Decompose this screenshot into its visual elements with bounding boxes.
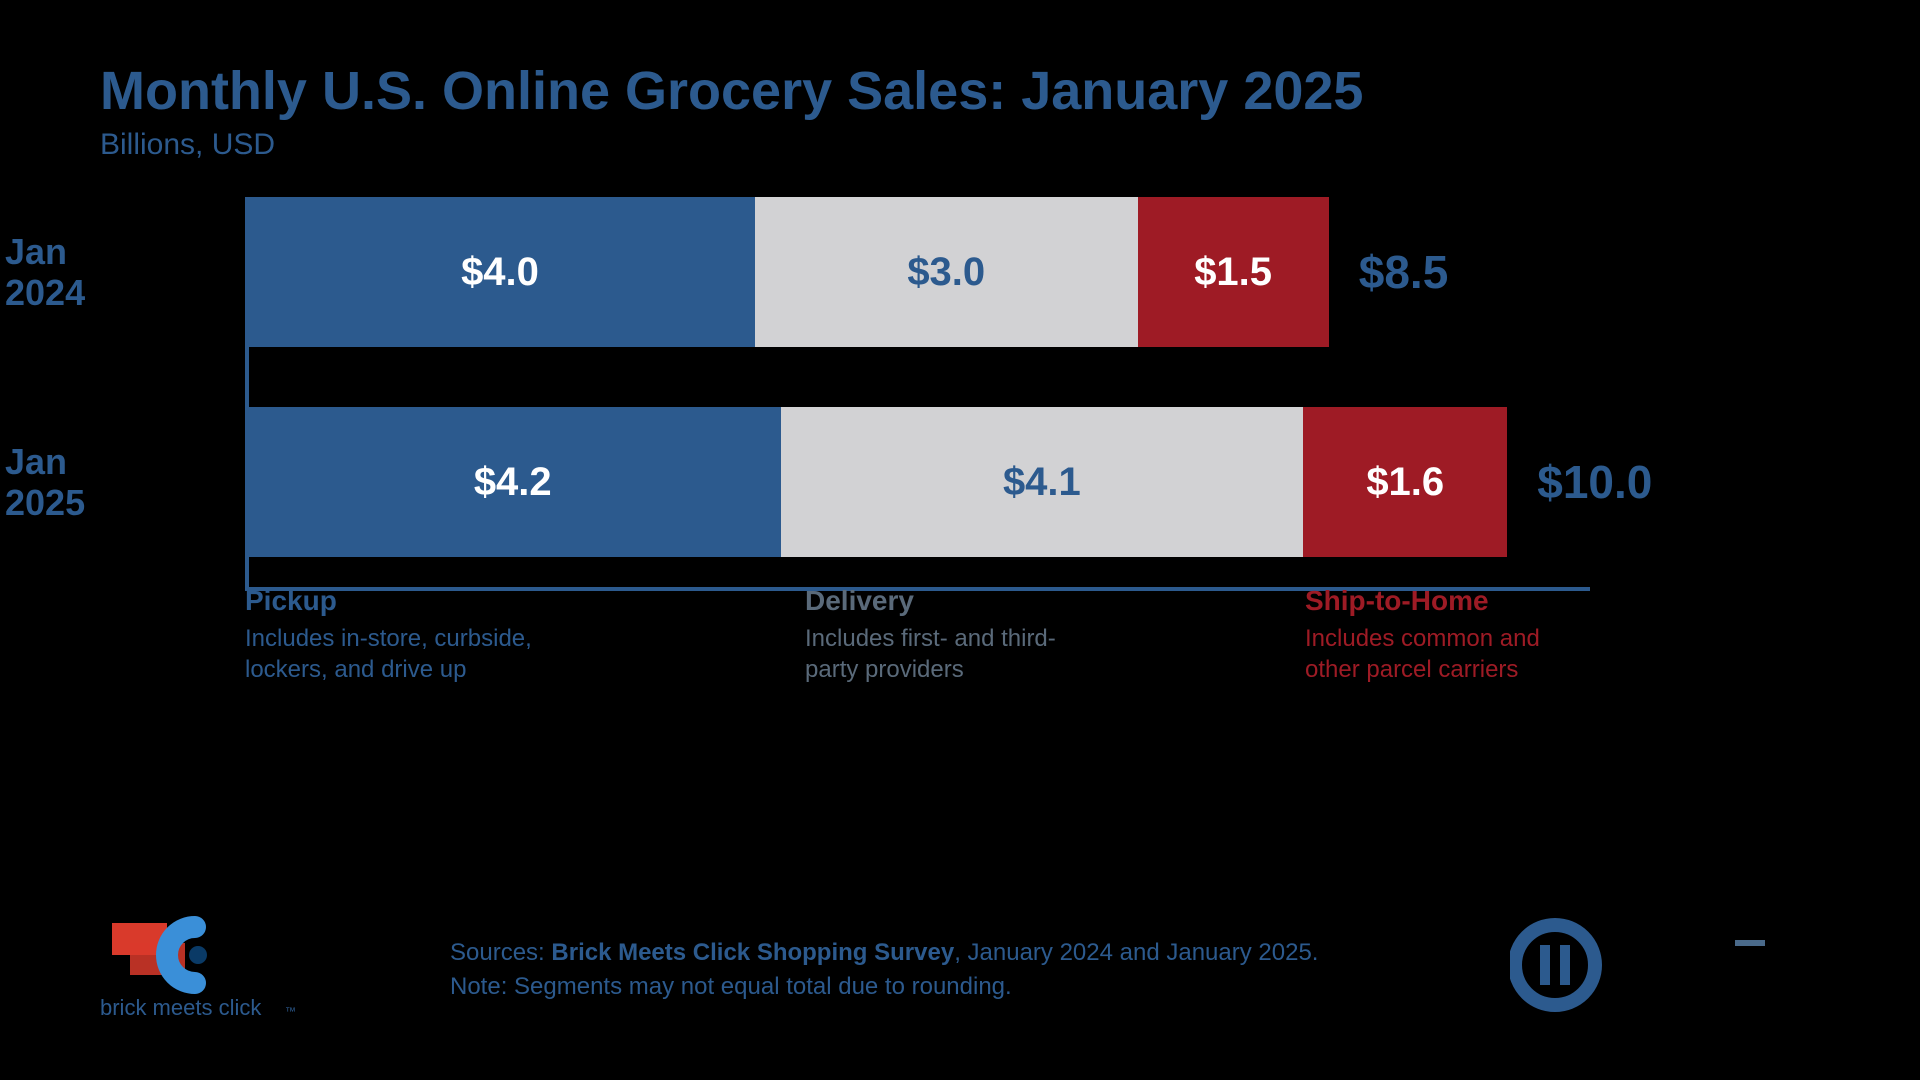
bar-segment-ship: $1.6	[1303, 407, 1507, 557]
bar-segment-delivery: $4.1	[781, 407, 1304, 557]
bar-wrap: $4.0$3.0$1.5 $8.5	[245, 197, 1448, 347]
bar-wrap: $4.2$4.1$1.6 $10.0	[245, 407, 1652, 557]
bar-segment-ship: $1.5	[1138, 197, 1329, 347]
bar-segment-delivery: $3.0	[755, 197, 1138, 347]
legend-desc: Includes common andother parcel carriers	[1305, 623, 1705, 685]
slide-root: Monthly U.S. Online Grocery Sales: Janua…	[0, 0, 1920, 1080]
chart-area: Jan2024$4.0$3.0$1.5$8.5Jan2025$4.2$4.1$1…	[130, 197, 1820, 557]
bar-row: Jan2024$4.0$3.0$1.5$8.5	[130, 197, 1820, 347]
row-label: Jan2024	[5, 231, 115, 314]
svg-text:brick meets click: brick meets click	[100, 995, 262, 1020]
legend-item: Ship-to-Home Includes common andother par…	[1305, 585, 1705, 685]
chart-title: Monthly U.S. Online Grocery Sales: Janua…	[100, 60, 1820, 122]
legend-desc: Includes first- and third-party provider…	[805, 623, 1275, 685]
partner-logo	[1510, 910, 1770, 1025]
svg-text:™: ™	[285, 1006, 296, 1018]
source-note: Sources: Brick Meets Click Shopping Surv…	[450, 936, 1318, 1003]
row-total: $10.0	[1537, 455, 1652, 509]
bar-segment-pickup: $4.0	[245, 197, 755, 347]
bar-segment-pickup: $4.2	[245, 407, 781, 557]
row-total: $8.5	[1359, 245, 1449, 299]
legend-title: Delivery	[805, 585, 1275, 617]
legend-item: Delivery Includes first- and third-party …	[805, 585, 1275, 685]
chart-subtitle: Billions, USD	[100, 128, 1820, 162]
legend-item: Pickup Includes in-store, curbside,locker…	[245, 585, 765, 685]
row-label: Jan2025	[5, 441, 115, 524]
legend-desc: Includes in-store, curbside,lockers, and…	[245, 623, 765, 685]
bar-row: Jan2025$4.2$4.1$1.6$10.0	[130, 407, 1820, 557]
brick-meets-click-logo: brick meets click ™	[100, 915, 320, 1025]
legend-title: Pickup	[245, 585, 765, 617]
legend: Pickup Includes in-store, curbside,locker…	[245, 585, 1820, 705]
legend-title: Ship-to-Home	[1305, 585, 1705, 617]
